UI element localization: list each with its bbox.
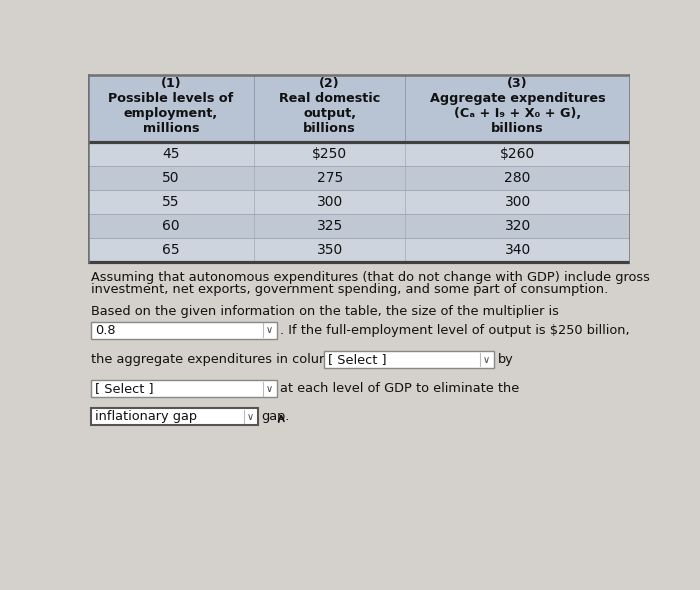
Text: 300: 300: [505, 195, 531, 209]
Text: the aggregate expenditures in column 3 have to: the aggregate expenditures in column 3 h…: [92, 353, 405, 366]
Text: ∨: ∨: [266, 384, 273, 394]
Bar: [88, 142, 630, 166]
Text: 300: 300: [316, 195, 343, 209]
Text: 45: 45: [162, 148, 180, 161]
Bar: [92, 408, 258, 425]
Text: 0.8: 0.8: [95, 324, 116, 337]
Bar: [88, 75, 630, 142]
Text: (3): (3): [508, 77, 528, 90]
Text: 65: 65: [162, 243, 180, 257]
Text: 320: 320: [505, 219, 531, 233]
Text: $260: $260: [500, 148, 536, 161]
Text: [ Select ]: [ Select ]: [328, 353, 386, 366]
Text: at each level of GDP to eliminate the: at each level of GDP to eliminate the: [281, 382, 519, 395]
Bar: [88, 214, 630, 238]
Text: output,: output,: [303, 107, 356, 120]
Text: (1): (1): [160, 77, 181, 90]
Text: (Cₐ + I₉ + X₀ + G),: (Cₐ + I₉ + X₀ + G),: [454, 107, 581, 120]
Text: ∨: ∨: [266, 325, 273, 335]
Text: ∨: ∨: [483, 355, 490, 365]
Bar: [88, 166, 630, 190]
Text: 340: 340: [505, 243, 531, 257]
Text: Aggregate expenditures: Aggregate expenditures: [430, 92, 606, 105]
Text: . If the full-employment level of output is $250 billion,: . If the full-employment level of output…: [280, 324, 629, 337]
Bar: [88, 238, 630, 262]
Text: 50: 50: [162, 171, 180, 185]
Text: billions: billions: [303, 122, 356, 135]
Text: by: by: [498, 353, 513, 366]
Text: investment, net exports, government spending, and some part of consumption.: investment, net exports, government spen…: [92, 283, 608, 296]
Text: employment,: employment,: [124, 107, 218, 120]
Bar: [92, 322, 277, 339]
Text: Real domestic: Real domestic: [279, 92, 380, 105]
Text: millions: millions: [143, 122, 199, 135]
Text: ∨: ∨: [246, 412, 254, 421]
Bar: [92, 381, 277, 397]
Text: [ Select ]: [ Select ]: [95, 382, 154, 395]
Text: 280: 280: [505, 171, 531, 185]
Text: 60: 60: [162, 219, 180, 233]
Text: 325: 325: [316, 219, 343, 233]
Text: 350: 350: [316, 243, 343, 257]
Bar: [324, 351, 494, 368]
Text: billions: billions: [491, 122, 544, 135]
Text: Based on the given information on the table, the size of the multiplier is: Based on the given information on the ta…: [92, 305, 559, 318]
Text: Possible levels of: Possible levels of: [108, 92, 233, 105]
Bar: [88, 190, 630, 214]
Text: $250: $250: [312, 148, 347, 161]
Text: 275: 275: [316, 171, 343, 185]
Text: gap.: gap.: [261, 410, 290, 423]
Text: 55: 55: [162, 195, 180, 209]
Text: Assuming that autonomous expenditures (that do not change with GDP) include gros: Assuming that autonomous expenditures (t…: [92, 271, 650, 284]
Text: inflationary gap: inflationary gap: [95, 410, 197, 423]
Text: (2): (2): [319, 77, 340, 90]
